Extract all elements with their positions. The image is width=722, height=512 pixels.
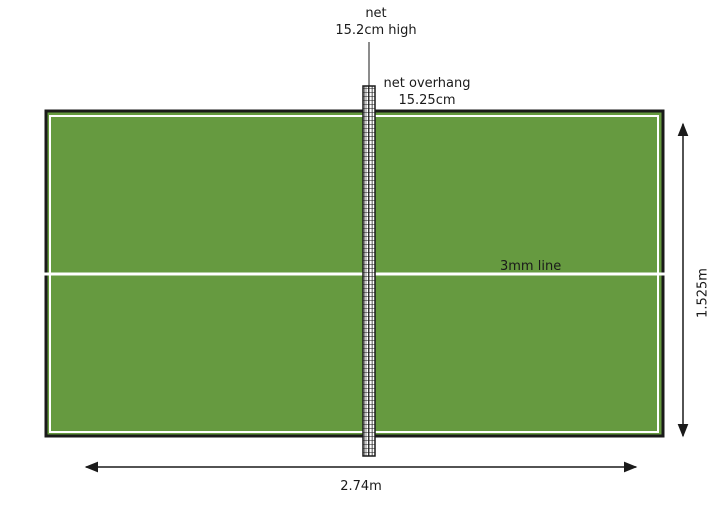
- net-overhang-label: net overhang 15.25cm: [384, 75, 471, 109]
- net-label-title: net: [365, 6, 387, 21]
- table-width-label: 1.525m: [695, 268, 711, 318]
- net: [362, 85, 376, 457]
- net-label: net 15.2cm high: [335, 5, 416, 39]
- net-overhang-value: 15.25cm: [398, 93, 456, 108]
- net-label-height: 15.2cm high: [335, 23, 417, 38]
- table-length-label: 2.74m: [340, 479, 382, 494]
- net-overhang-title: net overhang: [383, 76, 471, 91]
- center-line-label: 3mm line: [500, 259, 562, 274]
